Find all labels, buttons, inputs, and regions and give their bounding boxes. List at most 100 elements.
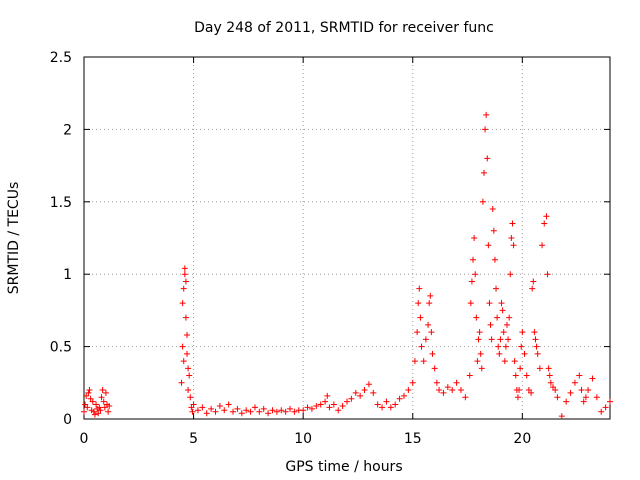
data-point: [495, 343, 502, 350]
data-point: [558, 413, 565, 420]
data-point: [313, 402, 320, 409]
data-point: [300, 407, 307, 414]
data-point: [544, 271, 551, 278]
y-tick-label: 0: [63, 412, 72, 428]
data-point: [478, 365, 485, 372]
data-point: [482, 126, 489, 133]
data-point: [431, 365, 438, 372]
data-point: [607, 398, 613, 405]
data-point: [547, 379, 554, 386]
y-axis-label: SRMTID / TECUs: [6, 182, 22, 295]
data-point: [476, 329, 483, 336]
data-point: [324, 392, 331, 399]
data-point: [472, 271, 479, 278]
data-point: [387, 404, 394, 411]
data-point: [225, 401, 232, 408]
data-point: [517, 365, 524, 372]
data-point: [265, 410, 272, 417]
data-point: [203, 410, 210, 417]
data-point: [493, 285, 500, 292]
data-point: [422, 336, 429, 343]
data-point: [418, 343, 425, 350]
data-point: [190, 401, 197, 408]
data-point: [502, 343, 509, 350]
data-point: [507, 271, 514, 278]
data-point: [212, 408, 219, 415]
data-point: [247, 408, 254, 415]
data-point: [326, 404, 333, 411]
data-point: [238, 410, 245, 417]
data-point: [457, 387, 464, 394]
data-point: [580, 398, 587, 405]
data-point: [528, 389, 535, 396]
chart-title: Day 248 of 2011, SRMTID for receiver fun…: [194, 20, 494, 36]
data-point: [379, 404, 386, 411]
data-point: [335, 407, 342, 414]
data-point: [339, 402, 346, 409]
data-point: [516, 387, 523, 394]
data-point: [473, 314, 480, 321]
data-point: [471, 235, 478, 241]
data-point: [93, 401, 100, 408]
data-point: [216, 402, 223, 409]
plot-frame: [83, 56, 611, 420]
data-point: [496, 350, 503, 357]
data-point: [184, 332, 191, 339]
data-point: [182, 314, 189, 321]
data-point: [81, 408, 87, 415]
data-point: [530, 278, 537, 285]
data-point: [392, 401, 399, 408]
data-point: [539, 242, 546, 249]
data-point: [282, 408, 289, 415]
data-point: [552, 387, 559, 394]
data-point: [84, 404, 91, 411]
data-point: [182, 278, 189, 285]
data-point: [521, 350, 528, 357]
data-point: [185, 365, 192, 372]
data-point: [344, 398, 350, 405]
data-point: [500, 329, 507, 336]
data-point: [512, 372, 519, 379]
data-point: [86, 387, 93, 394]
data-point: [91, 411, 98, 418]
data-point: [498, 300, 505, 307]
data-point: [221, 407, 228, 414]
data-point: [417, 314, 424, 321]
data-point: [194, 407, 201, 414]
data-point: [479, 198, 486, 205]
data-point: [415, 300, 422, 307]
data-point: [243, 407, 250, 414]
data-point: [348, 395, 355, 402]
data-point: [400, 392, 407, 399]
data-point: [365, 381, 372, 388]
y-tick-label: 2.5: [50, 50, 72, 66]
grid-lines: [84, 57, 610, 419]
data-point: [278, 407, 285, 414]
x-tick-label: 10: [294, 431, 312, 447]
data-point: [106, 402, 113, 409]
data-point: [511, 358, 518, 365]
data-point: [105, 408, 112, 415]
data-point: [352, 389, 359, 396]
data-point: [474, 358, 481, 365]
data-point: [100, 398, 107, 405]
data-point: [475, 336, 482, 343]
data-point: [462, 394, 469, 401]
data-point: [571, 379, 578, 386]
data-point: [518, 343, 525, 350]
data-point: [414, 329, 421, 336]
data-point: [322, 398, 329, 405]
x-tick-label: 15: [404, 431, 422, 447]
data-point: [426, 300, 433, 307]
data-point: [497, 336, 504, 343]
data-point: [181, 271, 188, 278]
data-point: [480, 169, 487, 176]
data-point: [499, 307, 506, 314]
data-point: [357, 392, 364, 399]
data-point: [179, 300, 186, 307]
data-point: [545, 365, 552, 372]
data-point: [534, 350, 541, 357]
data-point: [85, 389, 92, 396]
